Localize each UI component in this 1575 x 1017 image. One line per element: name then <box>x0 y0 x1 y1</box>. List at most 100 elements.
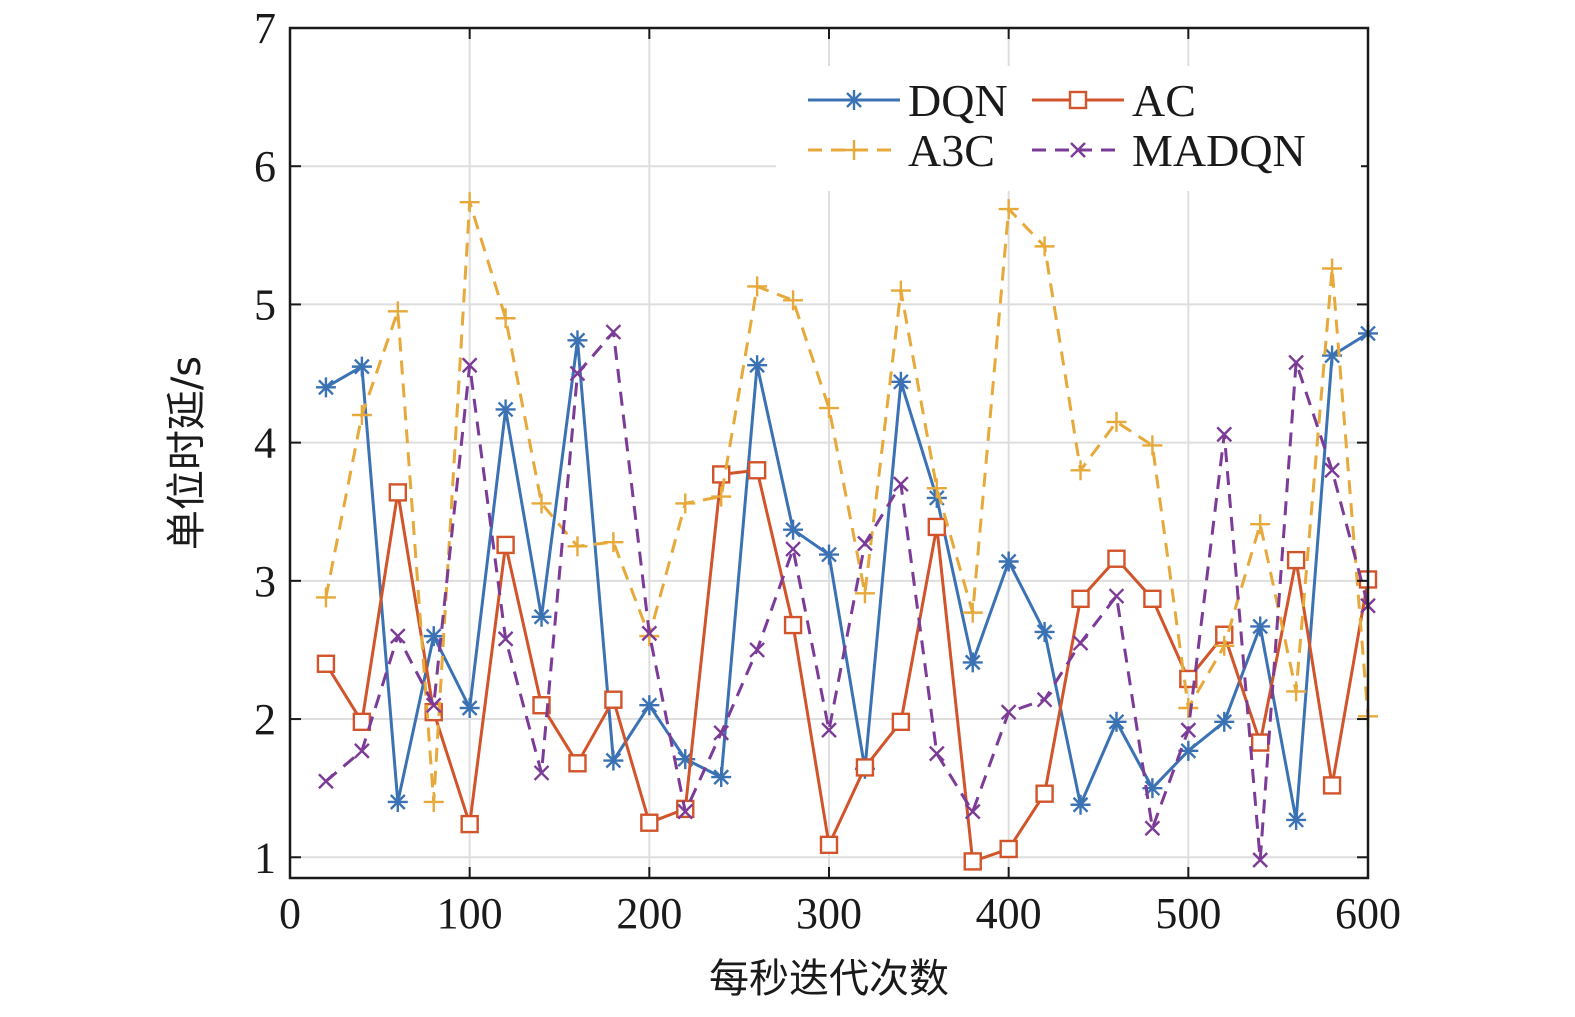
data-point-madqn <box>1108 588 1125 604</box>
data-point-madqn <box>1324 462 1340 479</box>
data-point-dqn <box>962 652 983 673</box>
data-point-ac <box>1107 549 1126 568</box>
data-point-madqn <box>1252 852 1269 868</box>
data-point-dqn <box>1214 711 1235 732</box>
data-point-ac <box>999 839 1018 859</box>
data-point-dqn <box>711 767 732 788</box>
data-point-dqn <box>783 519 804 540</box>
data-point-a3c <box>675 493 696 514</box>
data-point-a3c <box>531 493 552 514</box>
legend-background <box>776 66 1361 191</box>
data-point-dqn <box>1034 621 1055 642</box>
data-point-a3c <box>1250 514 1271 535</box>
data-point-ac <box>747 461 767 480</box>
data-point-a3c <box>819 398 839 419</box>
data-point-dqn <box>387 791 408 812</box>
data-point-ac <box>783 615 803 635</box>
data-point-ac <box>460 814 479 834</box>
data-point-a3c <box>1178 698 1199 718</box>
data-point-madqn <box>569 365 586 382</box>
data-point-dqn <box>1286 809 1307 830</box>
x-tick-label: 300 <box>796 889 862 938</box>
y-tick-label: 4 <box>254 419 276 468</box>
data-point-ac <box>1035 784 1054 803</box>
data-point-ac <box>1143 589 1162 609</box>
data-point-dqn <box>495 399 516 420</box>
series-line-madqn <box>324 330 1370 862</box>
x-tick-label: 500 <box>1155 889 1221 938</box>
data-point-dqn <box>423 626 444 647</box>
data-point-ac <box>855 758 875 777</box>
data-point-a3c <box>998 199 1019 220</box>
data-point-madqn <box>533 765 550 781</box>
data-point-a3c <box>1070 460 1091 481</box>
data-point-dqn <box>531 606 552 627</box>
data-point-a3c <box>387 301 408 322</box>
legend-item-a3c: A3C <box>808 125 995 176</box>
series-madqn <box>318 324 1376 868</box>
y-tick-label: 7 <box>254 4 276 53</box>
legend-marker-ac <box>1068 90 1088 110</box>
data-point-a3c <box>890 280 911 301</box>
legend-marker-a3c <box>844 140 864 160</box>
data-point-ac <box>316 654 336 673</box>
data-point-ac <box>891 712 911 732</box>
data-point-a3c <box>1142 435 1163 456</box>
series-a3c <box>315 192 1378 812</box>
data-point-madqn <box>1072 635 1089 651</box>
x-axis-title: 每秒迭代次数 <box>709 956 949 1002</box>
series-ac <box>316 461 1378 871</box>
data-point-madqn <box>857 535 873 552</box>
data-point-madqn <box>1144 820 1161 837</box>
y-axis-title: 单位时延/s <box>164 356 210 550</box>
data-point-ac <box>352 712 372 732</box>
data-point-dqn <box>747 355 768 376</box>
data-point-madqn <box>749 642 765 658</box>
data-point-madqn <box>1216 426 1233 443</box>
data-point-madqn <box>1000 704 1017 720</box>
data-point-a3c <box>603 532 624 553</box>
data-point-a3c <box>1286 681 1307 702</box>
data-point-a3c <box>711 486 732 507</box>
data-point-ac <box>712 465 731 484</box>
legend-item-ac: AC <box>1032 75 1196 126</box>
data-point-ac <box>927 517 946 537</box>
data-point-madqn <box>354 742 370 759</box>
data-point-madqn <box>821 722 837 738</box>
data-point-a3c <box>567 536 588 557</box>
data-point-ac <box>604 690 623 709</box>
data-point-dqn <box>1322 345 1343 366</box>
data-point-dqn <box>1250 616 1271 637</box>
data-point-dqn <box>1070 794 1091 815</box>
data-point-a3c <box>1214 635 1235 656</box>
data-point-a3c <box>1106 411 1127 432</box>
data-point-dqn <box>890 371 911 392</box>
data-point-ac <box>963 852 982 871</box>
data-point-madqn <box>677 803 694 820</box>
data-point-dqn <box>603 750 624 771</box>
x-tick-label: 400 <box>976 889 1042 938</box>
y-tick-label: 6 <box>254 142 276 191</box>
data-point-dqn <box>819 544 839 565</box>
y-tick-label: 2 <box>254 695 276 744</box>
data-point-ac <box>1286 550 1306 570</box>
x-tick-label: 600 <box>1335 889 1401 938</box>
data-point-madqn <box>318 773 334 790</box>
axis-ticks: 0 100 200 300 400 500 600 1 2 3 4 5 6 7 <box>254 4 1401 938</box>
data-point-a3c <box>747 276 768 297</box>
legend-label-dqn: DQN <box>908 75 1008 126</box>
data-point-a3c <box>854 583 875 604</box>
data-point-madqn <box>461 357 478 374</box>
data-point-ac <box>1322 776 1342 795</box>
data-point-madqn <box>605 324 622 340</box>
data-point-dqn <box>998 551 1019 572</box>
data-point-madqn <box>713 725 730 741</box>
data-point-madqn <box>641 625 658 642</box>
legend-item-madqn: MADQN <box>1032 125 1306 176</box>
data-point-dqn <box>459 698 480 718</box>
data-point-dqn <box>1106 711 1127 732</box>
data-point-ac <box>640 813 659 832</box>
data-point-madqn <box>425 697 442 714</box>
y-tick-label: 3 <box>254 557 276 606</box>
data-point-a3c <box>1322 258 1343 279</box>
